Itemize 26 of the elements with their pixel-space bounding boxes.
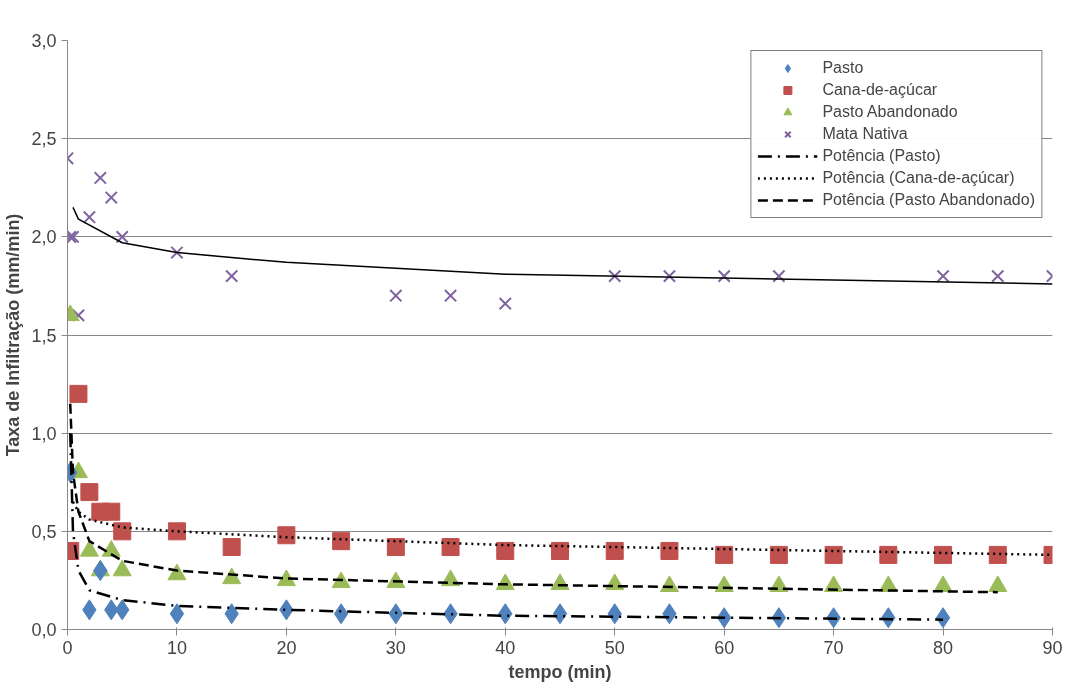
legend-label: Cana-de-açúcar [822, 80, 938, 100]
x-tick-label: 50 [604, 637, 625, 658]
legend-label: Potência (Pasto) [822, 146, 941, 166]
x-tick-label: 0 [62, 637, 73, 658]
y-tick-label: 2,5 [31, 129, 57, 150]
x-tick-label: 80 [933, 637, 954, 658]
legend-label: Mata Nativa [822, 124, 908, 144]
x-tick-label: 40 [495, 637, 516, 658]
y-tick-label: 3,0 [31, 31, 57, 51]
y-tick-label: 0,0 [31, 620, 57, 640]
y-tick-label: 1,0 [31, 423, 57, 444]
x-tick-label: 60 [714, 637, 735, 658]
y-axis-title: Taxa de Infiltração (mm/min) [3, 213, 24, 457]
x-tick-label: 30 [385, 637, 406, 658]
x-axis-title: tempo (min) [508, 661, 612, 682]
x-tick-label: 10 [166, 637, 187, 658]
y-tick-label: 0,5 [31, 521, 57, 542]
x-tick-label: 20 [276, 637, 297, 658]
x-tick-label: 70 [823, 637, 844, 658]
legend-label: Potência (Cana-de-açúcar) [822, 168, 1015, 188]
x-tick-label: 90 [1042, 637, 1063, 658]
y-tick-label: 1,5 [31, 325, 57, 346]
legend-label: Potência (Pasto Abandonado) [822, 190, 1035, 210]
legend-label: Pasto Abandonado [822, 102, 958, 122]
legend-label: Pasto [822, 58, 864, 78]
y-tick-label: 2,0 [31, 227, 57, 248]
